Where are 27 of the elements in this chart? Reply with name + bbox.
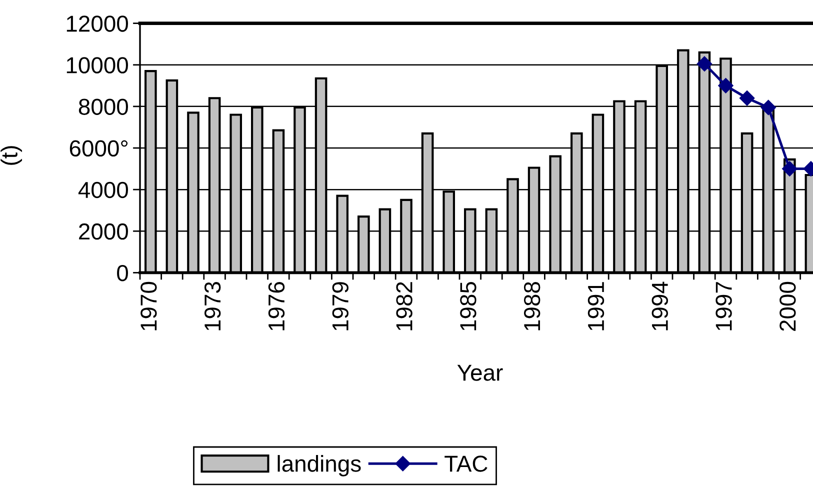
point [739, 90, 755, 106]
y-tick-label: 8000 [78, 98, 128, 115]
x-tick-label: 1988 [524, 282, 540, 330]
x-tick-label: 1973 [204, 282, 221, 330]
y-tick-label: 10000 [66, 57, 128, 74]
x-tick-label: 1976 [268, 282, 285, 330]
y-tick-label: 4000 [78, 182, 128, 198]
y-tick-label: 2000 [79, 223, 128, 240]
x-tick-label: 1997 [716, 282, 732, 330]
y-tick-label: 12000 [66, 16, 128, 32]
y-axis-title: (t) [0, 146, 22, 165]
legend-label: landings [278, 455, 361, 476]
point [718, 78, 734, 94]
x-axis-title: Year [457, 364, 503, 381]
y-tick-label: 6000° [70, 140, 128, 157]
point [696, 56, 712, 72]
y-tick-label: 0 [117, 265, 128, 282]
x-tick-label: 1985 [460, 282, 476, 330]
x-tick-label: 1979 [332, 282, 348, 330]
point [760, 100, 776, 116]
x-tick-label: 1991 [588, 282, 604, 330]
legend-label: TAC [444, 456, 488, 472]
x-tick-label: 2000 [780, 282, 796, 331]
x-tick-label: 1970 [140, 282, 157, 330]
point [782, 161, 798, 176]
x-tick-label: 1982 [396, 282, 412, 330]
x-tick-label: 1994 [652, 282, 668, 330]
